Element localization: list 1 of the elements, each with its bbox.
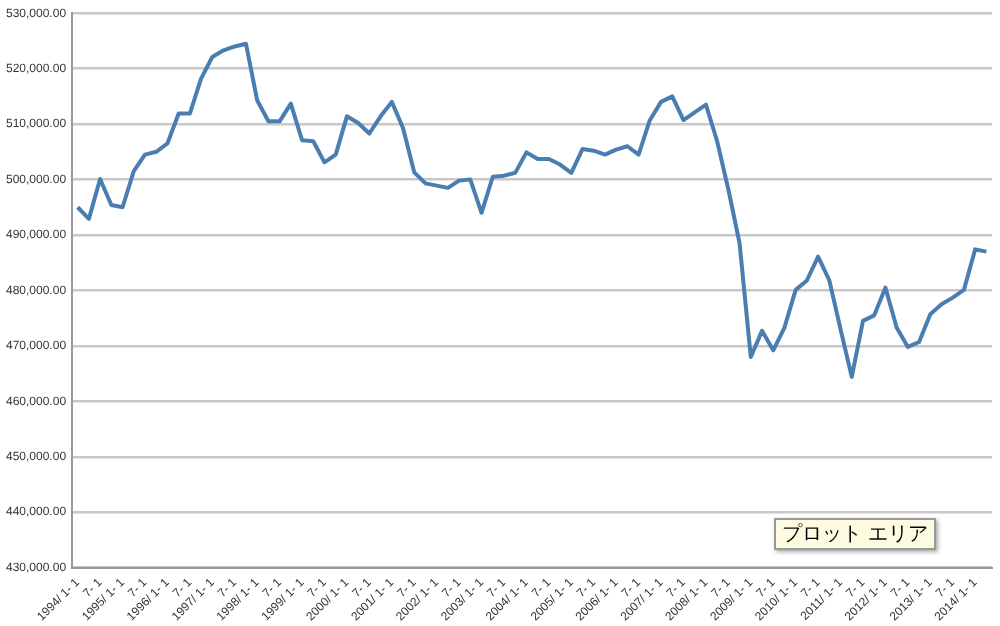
- annotation: プロット エリア: [774, 518, 937, 550]
